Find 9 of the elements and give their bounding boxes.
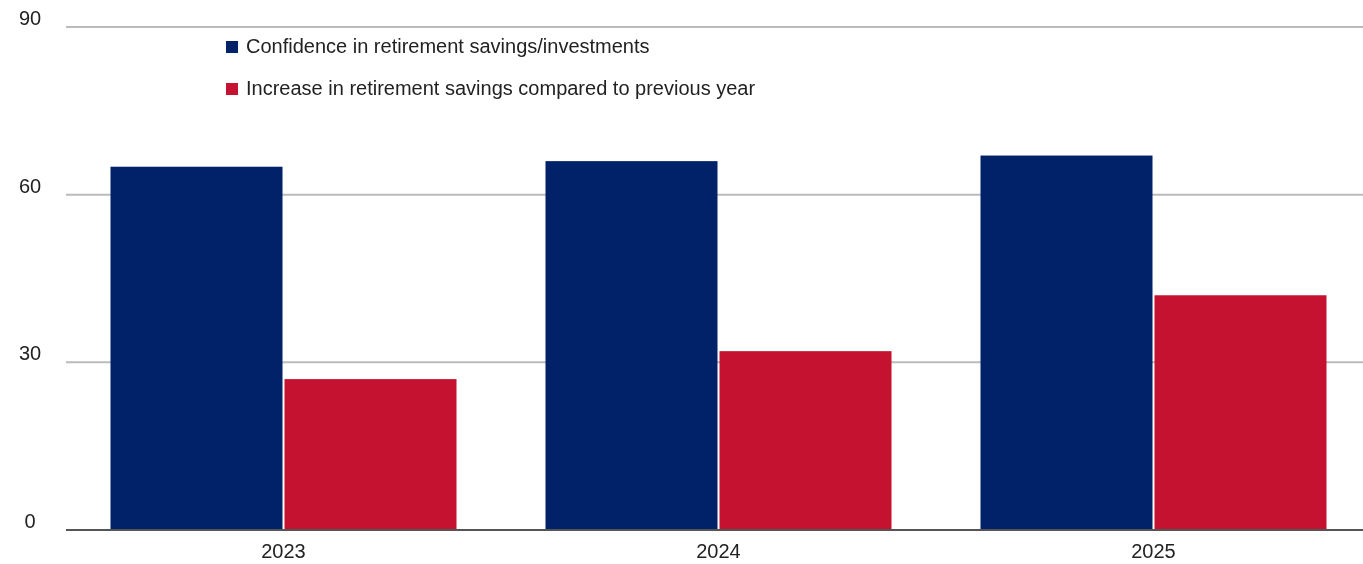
y-tick-label: 0: [24, 510, 36, 532]
x-tick-label: 2024: [696, 540, 741, 562]
y-tick-label: 60: [18, 174, 42, 197]
x-tick-label: 2025: [1131, 540, 1176, 562]
legend-label: Increase in retirement savings compared to previous year: [246, 77, 756, 99]
x-tick-label: 2023: [261, 540, 306, 562]
y-tick-label: 30: [18, 342, 42, 365]
y-tick-label: 90: [18, 7, 42, 29]
legend-label: Confidence in retirement savings/investments: [246, 35, 650, 57]
